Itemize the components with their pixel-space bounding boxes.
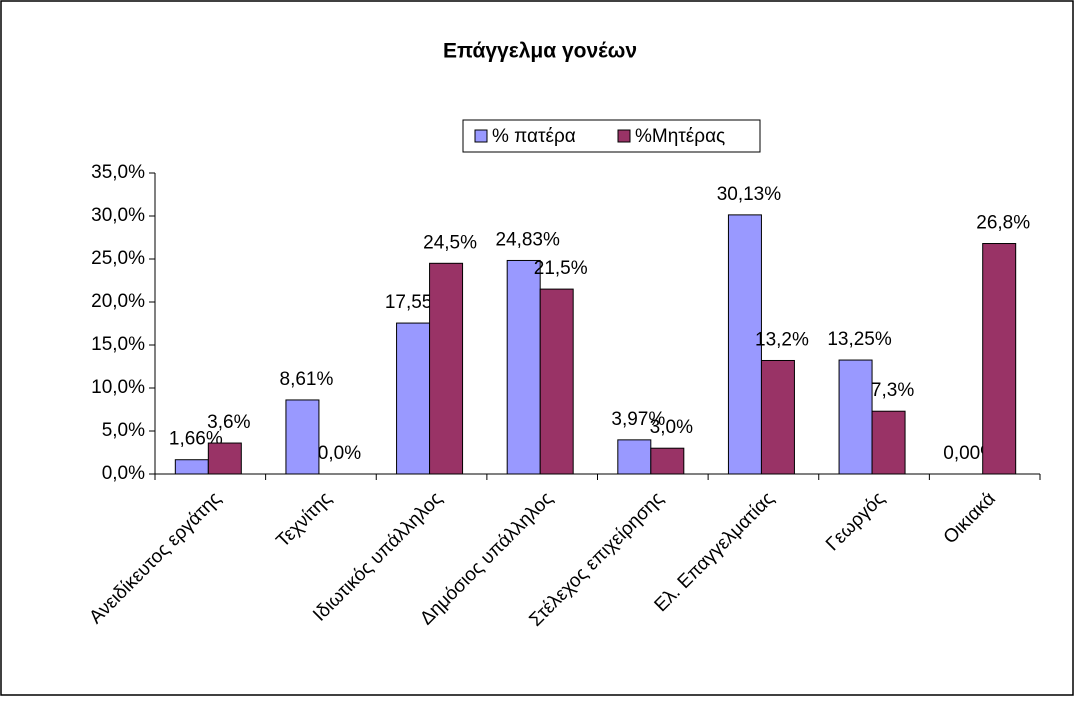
bar bbox=[396, 322, 431, 475]
value-label: 24,83% bbox=[495, 229, 560, 250]
bar bbox=[617, 439, 652, 475]
bar bbox=[429, 262, 464, 475]
bar bbox=[539, 288, 574, 475]
bar bbox=[650, 447, 685, 475]
bar bbox=[727, 214, 762, 475]
y-tick-label: 25,0% bbox=[91, 248, 145, 269]
chart-title: Επάγγελμα γονέων bbox=[443, 40, 637, 63]
y-tick-label: 30,0% bbox=[91, 205, 145, 226]
value-label: 21,5% bbox=[534, 258, 588, 279]
bar bbox=[174, 459, 209, 475]
bar bbox=[285, 399, 320, 475]
y-tick-label: 0,0% bbox=[102, 463, 145, 484]
y-tick-label: 15,0% bbox=[91, 334, 145, 355]
bar bbox=[207, 442, 242, 475]
bar bbox=[760, 359, 795, 475]
legend-swatch bbox=[474, 129, 488, 143]
value-label: 3,6% bbox=[207, 412, 250, 433]
bar bbox=[982, 243, 1017, 475]
value-label: 8,61% bbox=[280, 369, 334, 390]
value-label: 3,0% bbox=[650, 417, 693, 438]
y-tick-label: 35,0% bbox=[91, 162, 145, 183]
bar bbox=[838, 359, 873, 475]
value-label: 13,25% bbox=[827, 329, 892, 350]
value-label: 0,0% bbox=[318, 443, 361, 464]
legend-label: % πατέρα bbox=[492, 126, 576, 147]
value-label: 13,2% bbox=[755, 329, 809, 350]
value-label: 30,13% bbox=[717, 184, 782, 205]
bar bbox=[506, 259, 541, 475]
legend-label: %Μητέρας bbox=[635, 126, 725, 147]
legend-swatch bbox=[617, 129, 631, 143]
y-tick-label: 10,0% bbox=[91, 377, 145, 398]
legend-box bbox=[462, 119, 761, 153]
value-label: 3,97% bbox=[611, 409, 665, 430]
value-label: 26,8% bbox=[976, 213, 1030, 234]
y-tick-label: 5,0% bbox=[102, 420, 145, 441]
value-label: 24,5% bbox=[423, 232, 477, 253]
bar bbox=[871, 410, 906, 475]
y-tick-label: 20,0% bbox=[91, 291, 145, 312]
value-label: 7,3% bbox=[871, 380, 914, 401]
